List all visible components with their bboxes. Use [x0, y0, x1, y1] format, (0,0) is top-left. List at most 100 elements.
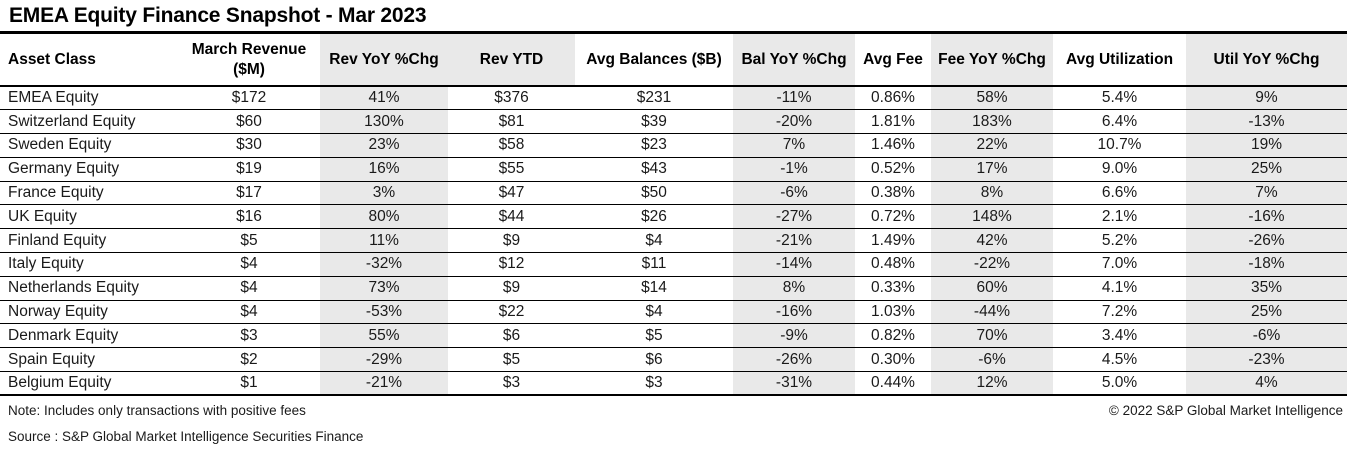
cell-avg-utilization: 2.1% [1053, 204, 1186, 230]
cell-asset-class: Norway Equity [0, 300, 178, 325]
cell-rev-yoy: 80% [320, 204, 448, 230]
cell-rev-ytd: $44 [448, 204, 575, 230]
cell-avg-utilization: 4.5% [1053, 347, 1186, 373]
cell-asset-class: France Equity [0, 181, 178, 206]
cell-avg-fee: 1.81% [855, 109, 931, 135]
cell-avg-balances: $4 [575, 228, 733, 254]
cell-avg-balances: $11 [575, 252, 733, 277]
cell-bal-yoy: -31% [733, 371, 855, 397]
cell-march-revenue: $16 [178, 204, 320, 230]
cell-march-revenue: $4 [178, 300, 320, 325]
cell-avg-balances: $14 [575, 276, 733, 301]
cell-asset-class: EMEA Equity [0, 86, 178, 111]
cell-march-revenue: $60 [178, 109, 320, 135]
cell-bal-yoy: -26% [733, 347, 855, 373]
col-header-rev-yoy: Rev YoY %Chg [320, 34, 448, 87]
cell-util-yoy: -16% [1186, 204, 1347, 230]
cell-bal-yoy: 8% [733, 276, 855, 301]
cell-avg-fee: 0.30% [855, 347, 931, 373]
cell-rev-yoy: 73% [320, 276, 448, 301]
cell-util-yoy: -6% [1186, 323, 1347, 349]
note-text: Note: Includes only transactions with po… [8, 403, 306, 419]
cell-avg-utilization: 7.0% [1053, 252, 1186, 277]
table-row: France Equity $17 3% $47 $50 -6% 0.38% 8% 6.6% 7% [0, 181, 1347, 206]
cell-bal-yoy: 7% [733, 133, 855, 158]
cell-rev-ytd: $376 [448, 86, 575, 111]
cell-fee-yoy: 42% [931, 228, 1053, 254]
source-text: Source : S&P Global Market Intelligence … [8, 429, 364, 445]
cell-rev-ytd: $58 [448, 133, 575, 158]
cell-rev-yoy: 23% [320, 133, 448, 158]
cell-avg-utilization: 5.4% [1053, 86, 1186, 111]
cell-asset-class: Switzerland Equity [0, 109, 178, 135]
cell-avg-fee: 0.33% [855, 276, 931, 301]
cell-bal-yoy: -20% [733, 109, 855, 135]
cell-avg-balances: $43 [575, 157, 733, 182]
table-row: Belgium Equity $1 -21% $3 $3 -31% 0.44% 12% 5.0%… [0, 371, 1347, 397]
cell-fee-yoy: 183% [931, 109, 1053, 135]
col-header-asset-class: Asset Class [0, 34, 178, 87]
cell-avg-fee: 0.86% [855, 86, 931, 111]
cell-rev-ytd: $3 [448, 371, 575, 397]
page-title: EMEA Equity Finance Snapshot - Mar 2023 [9, 4, 427, 27]
cell-avg-balances: $5 [575, 323, 733, 349]
table-row: Germany Equity $19 16% $55 $43 -1% 0.52% 17% 9.0… [0, 157, 1347, 182]
table-row: Denmark Equity $3 55% $6 $5 -9% 0.82% 70% 3.4% -6… [0, 323, 1347, 349]
cell-rev-yoy: 55% [320, 323, 448, 349]
cell-march-revenue: $1 [178, 371, 320, 397]
cell-rev-yoy: 16% [320, 157, 448, 182]
cell-rev-yoy: -32% [320, 252, 448, 277]
table-header-row: Asset Class March Revenue ($M) Rev YoY %Ch… [0, 34, 1347, 87]
table-row: Finland Equity $5 11% $9 $4 -21% 1.49% 42% 5.2% -… [0, 228, 1347, 254]
cell-rev-ytd: $55 [448, 157, 575, 182]
cell-avg-fee: 0.44% [855, 371, 931, 397]
cell-avg-utilization: 4.1% [1053, 276, 1186, 301]
cell-march-revenue: $17 [178, 181, 320, 206]
col-header-avg-fee: Avg Fee [855, 34, 931, 87]
cell-util-yoy: 7% [1186, 181, 1347, 206]
cell-fee-yoy: 17% [931, 157, 1053, 182]
cell-rev-ytd: $9 [448, 228, 575, 254]
cell-util-yoy: -26% [1186, 228, 1347, 254]
cell-rev-ytd: $47 [448, 181, 575, 206]
col-header-avg-balances: Avg Balances ($B) [575, 34, 733, 87]
cell-bal-yoy: -11% [733, 86, 855, 111]
col-header-avg-utilization: Avg Utilization [1053, 34, 1186, 87]
cell-avg-fee: 0.52% [855, 157, 931, 182]
cell-fee-yoy: 8% [931, 181, 1053, 206]
cell-rev-ytd: $9 [448, 276, 575, 301]
cell-rev-ytd: $5 [448, 347, 575, 373]
cell-asset-class: Italy Equity [0, 252, 178, 277]
col-header-march-revenue: March Revenue ($M) [178, 34, 320, 87]
cell-avg-fee: 1.03% [855, 300, 931, 325]
cell-bal-yoy: -1% [733, 157, 855, 182]
cell-fee-yoy: 22% [931, 133, 1053, 158]
cell-rev-ytd: $6 [448, 323, 575, 349]
cell-rev-yoy: -29% [320, 347, 448, 373]
title-divider [0, 31, 1347, 34]
cell-util-yoy: 25% [1186, 157, 1347, 182]
cell-asset-class: Finland Equity [0, 228, 178, 254]
cell-asset-class: Spain Equity [0, 347, 178, 373]
cell-bal-yoy: -14% [733, 252, 855, 277]
report-page: EMEA Equity Finance Snapshot - Mar 2023 … [0, 4, 1347, 445]
cell-avg-utilization: 6.6% [1053, 181, 1186, 206]
cell-avg-utilization: 3.4% [1053, 323, 1186, 349]
cell-avg-utilization: 5.2% [1053, 228, 1186, 254]
cell-avg-balances: $231 [575, 86, 733, 111]
table-body: EMEA Equity $172 41% $376 $231 -11% 0.86% 58% 5.… [0, 86, 1347, 397]
footer-line: Note: Includes only transactions with po… [0, 396, 1347, 418]
cell-bal-yoy: -16% [733, 300, 855, 325]
table-row: Spain Equity $2 -29% $5 $6 -26% 0.30% -6% 4.5% -2… [0, 347, 1347, 373]
col-header-bal-yoy: Bal YoY %Chg [733, 34, 855, 87]
col-header-util-yoy: Util YoY %Chg [1186, 34, 1347, 87]
copyright-text: © 2022 S&P Global Market Intelligence [1108, 403, 1343, 419]
cell-asset-class: Belgium Equity [0, 371, 178, 397]
col-header-fee-yoy: Fee YoY %Chg [931, 34, 1053, 87]
cell-rev-yoy: 130% [320, 109, 448, 135]
cell-avg-fee: 0.72% [855, 204, 931, 230]
cell-fee-yoy: 70% [931, 323, 1053, 349]
cell-avg-balances: $50 [575, 181, 733, 206]
cell-util-yoy: 25% [1186, 300, 1347, 325]
cell-util-yoy: -18% [1186, 252, 1347, 277]
